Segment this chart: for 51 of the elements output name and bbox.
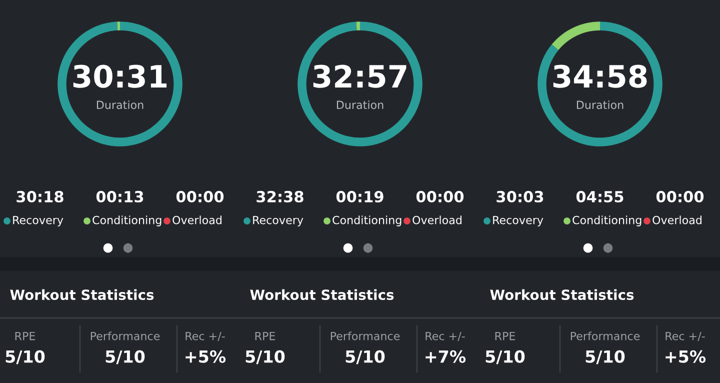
data-label: 32:38 — [256, 190, 304, 202]
data-label: 04:55 — [576, 190, 624, 202]
text: 5/10 — [246, 350, 285, 364]
text: 34:58 — [553, 64, 647, 88]
legend-label: Conditioning — [92, 216, 162, 226]
donut-slice — [356, 22, 360, 30]
legend-label: Conditioning — [332, 216, 402, 226]
legend-label: Recovery — [493, 216, 544, 226]
text: +5% — [186, 350, 226, 363]
legend-label: Overload — [172, 216, 222, 224]
text: Rec +/- — [186, 332, 225, 342]
data-label: 00:19 — [336, 190, 384, 202]
legend-label: Overload — [412, 216, 462, 224]
donut-slice — [538, 22, 662, 146]
text: Workout Statistics — [250, 289, 394, 300]
text: 32:57 — [313, 64, 406, 88]
text: 00:00 — [416, 190, 464, 202]
legend-label: Recovery — [253, 216, 304, 226]
text: RPE — [495, 332, 516, 340]
text: Performance — [330, 332, 400, 340]
text: 5/10 — [106, 350, 145, 364]
text: RPE — [15, 332, 36, 340]
legend-label: Recovery — [13, 216, 64, 226]
data-label: 00:13 — [96, 190, 144, 202]
text: Workout Statistics — [10, 289, 154, 300]
donut-slice — [58, 22, 182, 146]
text: Rec +/- — [426, 332, 465, 342]
text: Duration — [576, 100, 624, 110]
text: Workout Statistics — [490, 289, 634, 300]
text: 00:00 — [656, 190, 704, 202]
text: 5/10 — [346, 350, 385, 364]
text: 5/10 — [586, 350, 625, 364]
text: 5/10 — [486, 350, 525, 364]
text: RPE — [255, 332, 276, 340]
text: Duration — [96, 100, 144, 110]
text: 5/10 — [6, 350, 45, 364]
text: Performance — [570, 332, 640, 340]
text: Rec +/- — [666, 332, 705, 342]
text: +5% — [666, 350, 706, 363]
text: Duration — [336, 100, 384, 110]
text: Performance — [90, 332, 160, 340]
data-label: 30:03 — [496, 190, 544, 202]
donut-slice — [552, 22, 600, 50]
donut-slice — [117, 22, 120, 30]
text: 00:00 — [176, 190, 224, 202]
text: +7% — [426, 350, 466, 363]
legend-label: Conditioning — [572, 216, 642, 226]
legend-label: Overload — [652, 216, 702, 224]
donut-slice — [298, 22, 422, 146]
data-label: 30:18 — [16, 190, 64, 202]
text: 30:31 — [73, 64, 167, 88]
